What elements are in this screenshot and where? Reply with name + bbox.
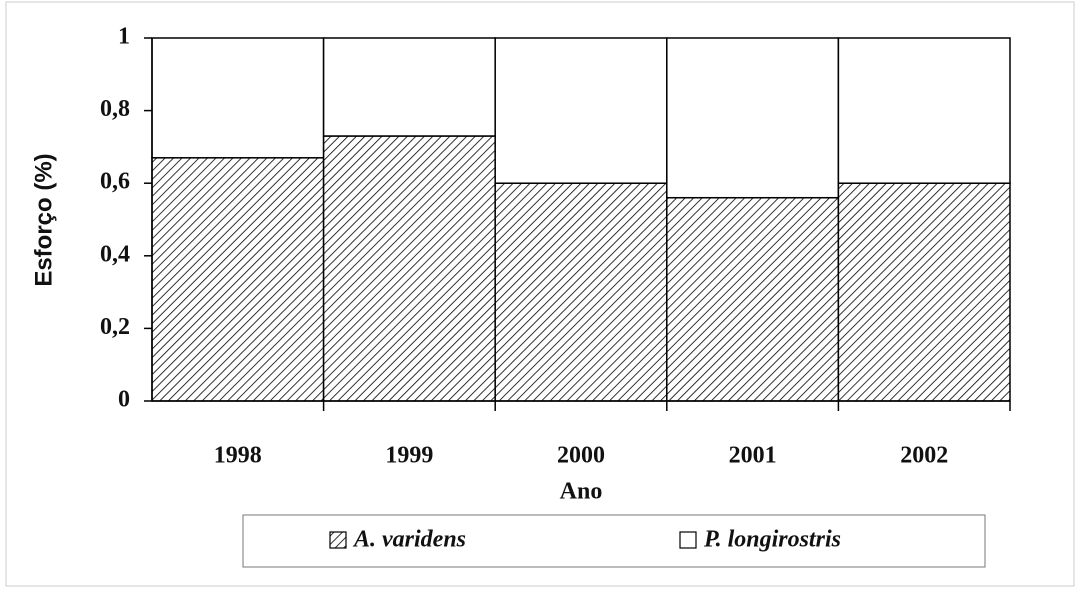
bar-segment xyxy=(322,37,496,137)
bar-segment xyxy=(151,157,325,402)
bar-segment xyxy=(151,37,325,159)
y-tick-label: 0,2 xyxy=(100,314,130,340)
x-tick-label: 1999 xyxy=(385,443,433,469)
bar-segment xyxy=(837,37,1011,184)
bar-segment xyxy=(666,37,840,199)
legend-swatch xyxy=(679,531,697,549)
x-tick-label: 1998 xyxy=(214,443,262,469)
legend-label: A. varidens xyxy=(352,527,466,553)
y-axis-title: Esforço (%) xyxy=(30,153,57,286)
bar-segment xyxy=(494,182,668,402)
y-tick-label: 0,6 xyxy=(100,169,130,195)
chart-frame xyxy=(5,1,1075,587)
x-axis-title: Ano xyxy=(560,479,603,505)
bar-segment xyxy=(666,196,840,402)
bar-segment xyxy=(837,182,1011,402)
x-tick-label: 2001 xyxy=(729,443,777,469)
x-tick-label: 2000 xyxy=(557,443,605,469)
legend-label: P. longirostris xyxy=(703,527,841,553)
x-tick-label: 2002 xyxy=(900,443,948,469)
y-tick-label: 0 xyxy=(118,387,130,413)
y-tick-label: 1 xyxy=(118,24,130,50)
bar-segment xyxy=(494,37,668,184)
y-tick-label: 0,8 xyxy=(100,96,130,122)
legend-swatch xyxy=(329,531,347,549)
bar-segment xyxy=(322,135,496,402)
legend-box xyxy=(242,514,986,568)
y-tick-label: 0,4 xyxy=(100,241,130,267)
